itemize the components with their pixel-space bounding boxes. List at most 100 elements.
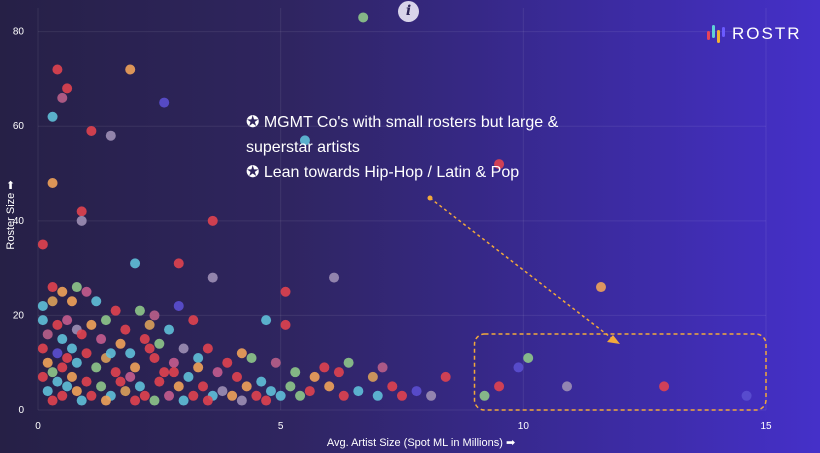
data-point bbox=[168, 357, 179, 368]
data-point bbox=[178, 343, 189, 354]
data-point bbox=[37, 300, 48, 311]
data-point bbox=[42, 357, 53, 368]
info-icon[interactable]: i bbox=[398, 1, 419, 22]
data-point bbox=[309, 371, 320, 382]
data-point bbox=[47, 296, 58, 307]
data-point bbox=[397, 390, 407, 401]
data-point bbox=[261, 395, 272, 406]
data-point bbox=[358, 12, 369, 23]
data-point bbox=[52, 348, 63, 359]
x-tick-label: 15 bbox=[760, 421, 772, 432]
data-point bbox=[57, 362, 68, 373]
annotation-arrow bbox=[427, 195, 620, 344]
x-tick-label: 10 bbox=[518, 421, 530, 432]
data-point bbox=[47, 111, 58, 122]
data-point bbox=[71, 357, 82, 368]
data-point bbox=[37, 239, 48, 250]
data-point bbox=[440, 371, 451, 382]
data-point bbox=[76, 329, 87, 340]
y-tick-label: 80 bbox=[13, 27, 25, 38]
y-tick-label: 40 bbox=[13, 216, 25, 227]
y-axis-label: Roster Size ➡ bbox=[5, 180, 17, 249]
data-point bbox=[494, 381, 505, 392]
data-point bbox=[193, 352, 204, 363]
data-point bbox=[149, 395, 160, 406]
data-point bbox=[86, 319, 97, 330]
data-point bbox=[47, 177, 58, 188]
data-point bbox=[426, 390, 437, 401]
data-point bbox=[76, 395, 87, 406]
data-point bbox=[86, 390, 97, 401]
data-point bbox=[222, 357, 233, 368]
data-point bbox=[42, 386, 53, 397]
data-point bbox=[178, 395, 189, 406]
data-point bbox=[513, 362, 524, 373]
data-point bbox=[71, 282, 82, 293]
data-point bbox=[81, 286, 92, 297]
data-point bbox=[81, 348, 92, 359]
y-tick-label: 20 bbox=[13, 310, 25, 321]
data-point bbox=[154, 376, 165, 387]
y-axis-ticks: 0 20 40 60 80 bbox=[13, 27, 25, 416]
data-point bbox=[149, 310, 160, 321]
data-point bbox=[144, 319, 155, 330]
data-point bbox=[333, 367, 344, 378]
annotation-line: superstar artists bbox=[246, 139, 360, 156]
data-point bbox=[183, 371, 194, 382]
data-point bbox=[562, 381, 573, 392]
data-point bbox=[134, 305, 145, 316]
data-point bbox=[295, 390, 306, 401]
data-point bbox=[372, 390, 383, 401]
data-point bbox=[110, 305, 121, 316]
data-point bbox=[227, 390, 238, 401]
data-point bbox=[130, 362, 141, 373]
data-point bbox=[280, 319, 291, 330]
data-point bbox=[66, 371, 77, 382]
annotation-line: ✪ MGMT Co's with small rosters but large… bbox=[246, 114, 559, 131]
data-point bbox=[377, 362, 388, 373]
data-point bbox=[304, 386, 315, 397]
data-point bbox=[290, 367, 301, 378]
data-point bbox=[202, 395, 213, 406]
data-point bbox=[57, 286, 68, 297]
data-point bbox=[66, 343, 77, 354]
data-point bbox=[47, 367, 58, 378]
data-point bbox=[217, 386, 228, 397]
data-point bbox=[52, 64, 63, 75]
data-points bbox=[37, 12, 752, 406]
data-point bbox=[285, 381, 296, 392]
data-point bbox=[207, 215, 218, 226]
data-point bbox=[91, 362, 102, 373]
x-axis-ticks: 0 5 10 15 bbox=[35, 421, 772, 432]
data-point bbox=[144, 343, 155, 354]
data-point bbox=[120, 386, 131, 397]
data-point bbox=[139, 390, 150, 401]
data-point bbox=[62, 83, 73, 94]
x-axis-label: Avg. Artist Size (Spot ML in Millions) ➡ bbox=[327, 437, 515, 449]
data-point bbox=[198, 381, 209, 392]
data-point bbox=[52, 376, 63, 387]
data-point bbox=[164, 390, 175, 401]
data-point bbox=[37, 371, 48, 382]
data-point bbox=[47, 395, 58, 406]
data-point bbox=[659, 381, 670, 392]
data-point bbox=[130, 258, 141, 269]
data-point bbox=[188, 390, 199, 401]
data-point bbox=[494, 159, 505, 170]
data-point bbox=[261, 315, 272, 326]
data-point bbox=[159, 97, 170, 108]
data-point bbox=[367, 371, 378, 382]
data-point bbox=[299, 135, 310, 146]
brand-name: ROSTR bbox=[732, 24, 802, 43]
data-point bbox=[52, 319, 63, 330]
data-point bbox=[188, 315, 199, 326]
data-point bbox=[115, 338, 126, 349]
data-point bbox=[212, 367, 223, 378]
data-point bbox=[164, 324, 175, 335]
data-point bbox=[115, 376, 126, 387]
data-point bbox=[125, 348, 136, 359]
x-tick-label: 0 bbox=[35, 421, 41, 432]
data-point bbox=[319, 362, 330, 373]
data-point bbox=[173, 258, 184, 269]
data-point bbox=[207, 272, 218, 283]
